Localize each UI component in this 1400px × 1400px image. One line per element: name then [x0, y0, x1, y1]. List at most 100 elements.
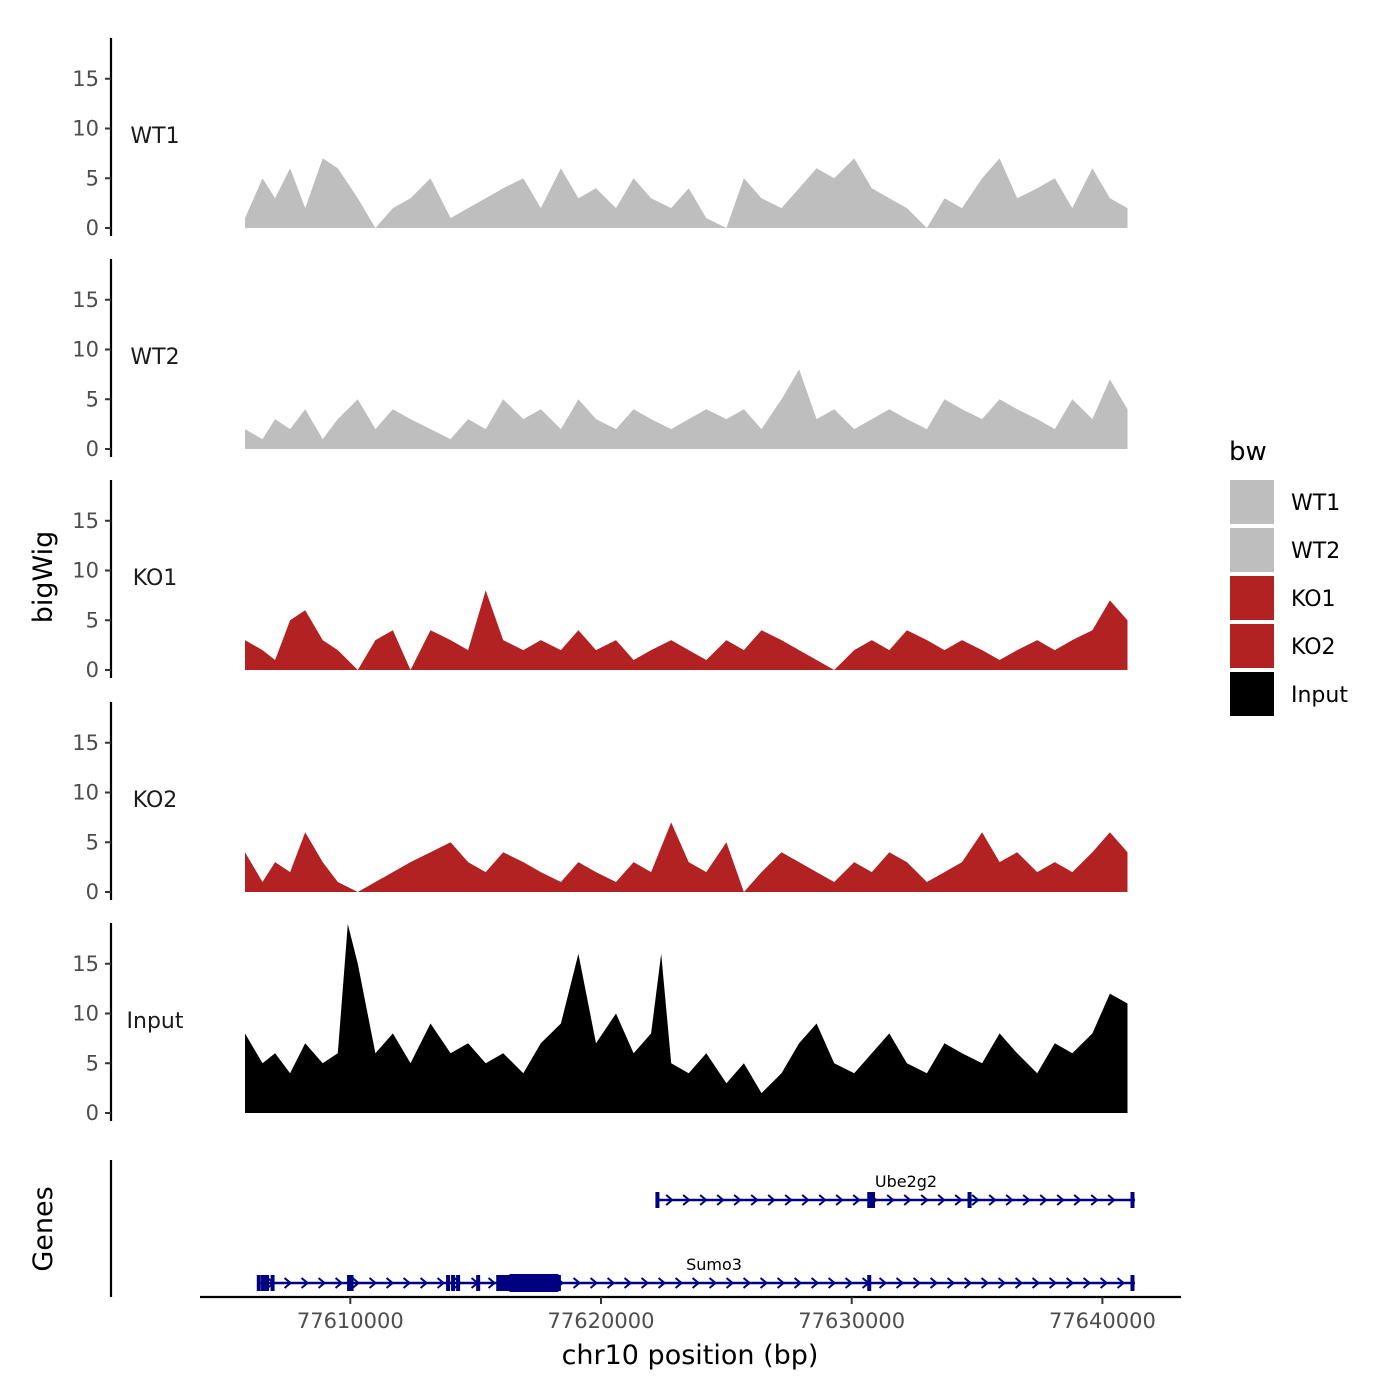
exon-mark	[1130, 1192, 1135, 1208]
exon-mark	[347, 1275, 352, 1291]
strand-arrow	[971, 1194, 980, 1206]
strand-arrow	[606, 1277, 616, 1289]
strand-arrow	[351, 1277, 361, 1289]
strand-arrow	[835, 1194, 844, 1206]
legend-item-wt1: WT1	[1230, 480, 1340, 524]
strand-arrow	[810, 1277, 820, 1289]
track-sample-label: WT1	[130, 124, 179, 149]
strand-arrow	[912, 1277, 922, 1289]
strand-arrow	[937, 1194, 946, 1206]
y-tick-label: 10	[72, 338, 99, 362]
strand-arrow	[487, 1277, 497, 1289]
gene-ube2g2: Ube2g2	[655, 1172, 1135, 1208]
strand-arrow	[801, 1194, 810, 1206]
strand-arrow	[283, 1277, 293, 1289]
strand-arrow	[929, 1277, 939, 1289]
strand-arrow	[1005, 1194, 1014, 1206]
legend-item-wt2: WT2	[1230, 528, 1340, 572]
legend-item-input: Input	[1230, 672, 1348, 716]
exon-mark	[270, 1275, 275, 1291]
strand-arrow	[708, 1277, 718, 1289]
strand-arrow	[1014, 1277, 1024, 1289]
strand-arrow	[1039, 1194, 1048, 1206]
track-ko2: 0 5 10 15 KO2	[72, 702, 1128, 904]
strand-arrow	[1099, 1277, 1109, 1289]
strand-arrow	[997, 1277, 1007, 1289]
track-ko1: 0 5 10 15 KO1	[72, 480, 1128, 682]
x-ticks: 77610000 77620000 77630000 77640000	[297, 1297, 1156, 1333]
strand-arrow	[657, 1277, 667, 1289]
track-sample-label: WT2	[130, 345, 179, 370]
y-tick-label: 15	[72, 731, 99, 755]
x-tick-label: 77610000	[297, 1309, 404, 1333]
strand-arrow	[733, 1194, 742, 1206]
gene-name-label: Ube2g2	[875, 1172, 937, 1191]
legend-items: WT1 WT2 KO1 KO2 Input	[1230, 480, 1348, 716]
strand-arrow	[903, 1194, 912, 1206]
gene-sumo3: Sumo3	[256, 1255, 1135, 1292]
gene-models: Ube2g2 Sumo3	[256, 1172, 1135, 1292]
y-tick-label: 15	[72, 288, 99, 312]
strand-arrow	[980, 1277, 990, 1289]
strand-arrow	[317, 1277, 327, 1289]
strand-arrow	[725, 1277, 735, 1289]
coverage-area-wt1	[245, 158, 1128, 228]
legend-label: KO1	[1291, 587, 1336, 612]
strand-arrow	[1107, 1194, 1116, 1206]
x-tick-label: 77620000	[548, 1309, 655, 1333]
exon-mark	[446, 1275, 451, 1291]
coverage-area-wt2	[245, 369, 1128, 449]
strand-arrow	[572, 1277, 582, 1289]
genes-axis-title: Genes	[28, 1186, 59, 1271]
genes-panel: Genes Ube2g2 Sumo3	[28, 1160, 1135, 1297]
bigwig-tracks: 0 5 10 15 WT1 0 5 10 15 WT2 0 5 10 15 KO1 0 5 10 15 KO2 0 5 10…	[72, 38, 1128, 1125]
track-input: 0 5 10 15 Input	[72, 923, 1128, 1125]
strand-arrow	[946, 1277, 956, 1289]
legend-label: WT1	[1291, 491, 1340, 516]
strand-arrow	[1073, 1194, 1082, 1206]
strand-arrow	[682, 1194, 691, 1206]
exon-mark	[451, 1275, 456, 1291]
x-axis-title: chr10 position (bp)	[562, 1340, 819, 1371]
strand-arrow	[1065, 1277, 1075, 1289]
strand-arrow	[776, 1277, 786, 1289]
y-tick-label: 0	[86, 880, 99, 904]
y-tick-label: 10	[72, 781, 99, 805]
y-tick-label: 5	[86, 1051, 99, 1075]
y-tick-label: 5	[86, 387, 99, 411]
strand-arrow	[419, 1277, 429, 1289]
track-wt2: 0 5 10 15 WT2	[72, 259, 1128, 461]
y-tick-label: 10	[72, 559, 99, 583]
strand-arrow	[759, 1277, 769, 1289]
strand-arrow	[1048, 1277, 1058, 1289]
exon-mark	[349, 1275, 354, 1291]
track-sample-label: KO1	[133, 566, 178, 591]
strand-arrow	[1031, 1277, 1041, 1289]
y-tick-label: 15	[72, 67, 99, 91]
exon-block	[261, 1275, 270, 1291]
legend-item-ko1: KO1	[1230, 576, 1336, 620]
legend: bw WT1 WT2 KO1 KO2 Input	[1229, 437, 1348, 716]
strand-arrow	[954, 1194, 963, 1206]
strand-arrow	[436, 1277, 446, 1289]
strand-arrow	[589, 1277, 599, 1289]
strand-arrow	[1056, 1194, 1065, 1206]
legend-swatch	[1230, 528, 1274, 572]
legend-label: Input	[1291, 683, 1348, 708]
strand-arrow	[385, 1277, 395, 1289]
exon-mark	[871, 1192, 876, 1208]
exon-mark	[456, 1275, 461, 1291]
strand-arrow	[827, 1277, 837, 1289]
legend-swatch	[1230, 672, 1274, 716]
exon-mark	[256, 1275, 261, 1291]
legend-swatch	[1230, 624, 1274, 668]
gene-name-label: Sumo3	[686, 1255, 742, 1274]
strand-arrow	[852, 1194, 861, 1206]
strand-arrow	[886, 1194, 895, 1206]
legend-swatch	[1230, 576, 1274, 620]
strand-arrow	[640, 1277, 650, 1289]
y-tick-label: 5	[86, 166, 99, 190]
strand-arrow	[767, 1194, 776, 1206]
strand-arrow	[1116, 1277, 1126, 1289]
